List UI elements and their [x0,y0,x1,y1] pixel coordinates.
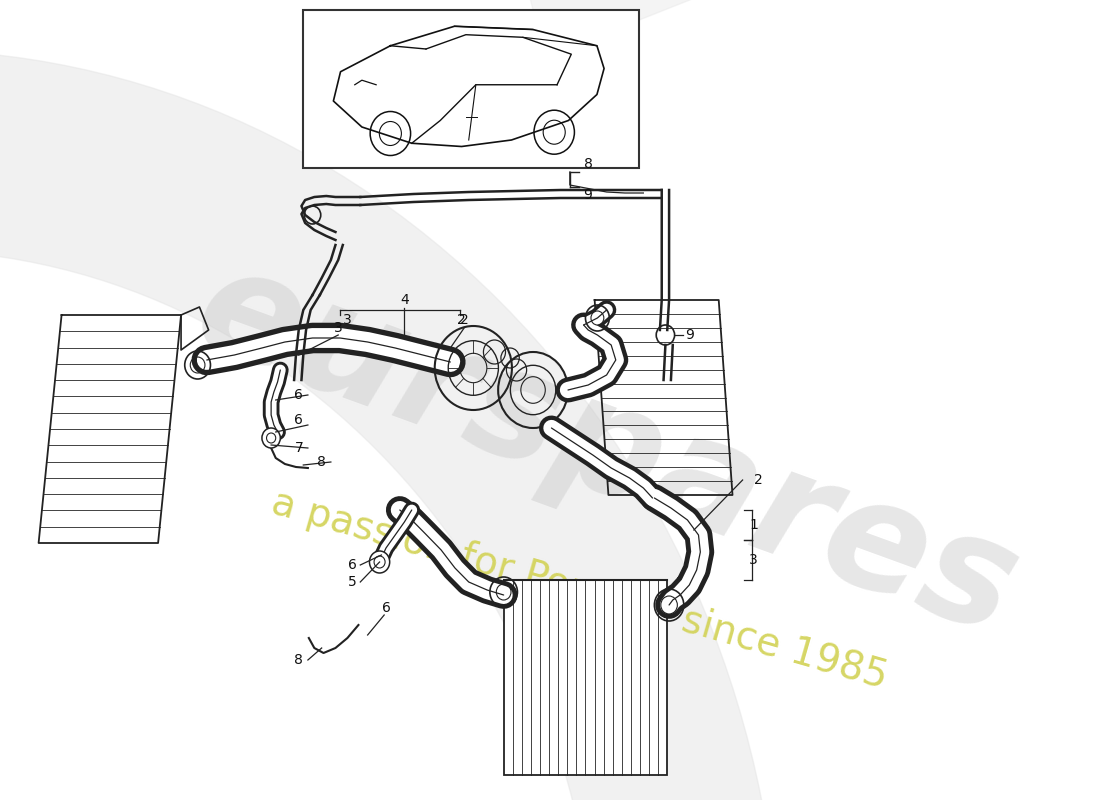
Circle shape [374,556,385,568]
Text: 6: 6 [295,388,304,402]
Text: eurspares: eurspares [177,233,1036,667]
Text: 7: 7 [295,441,304,455]
Text: 6: 6 [382,601,390,615]
Text: 5: 5 [348,575,356,589]
Text: 3: 3 [333,321,342,335]
Text: 8: 8 [318,455,327,469]
Text: 2: 2 [460,313,469,327]
Bar [504,580,668,775]
Text: 3: 3 [343,313,352,327]
Circle shape [266,433,276,443]
Polygon shape [506,0,1100,57]
Polygon shape [0,50,768,800]
Text: a passion for Porsche since 1985: a passion for Porsche since 1985 [266,484,891,696]
Text: 8: 8 [584,157,593,171]
Text: 1: 1 [749,518,758,532]
Text: 8: 8 [295,653,304,667]
Bar [304,10,639,168]
Text: 9: 9 [584,188,593,202]
Text: 2: 2 [456,313,465,327]
Text: 6: 6 [348,558,356,572]
Text: 2: 2 [754,473,762,487]
Circle shape [370,551,389,573]
Text: 6: 6 [295,413,304,427]
Text: 4: 4 [400,293,409,307]
Text: 9: 9 [684,328,694,342]
Circle shape [262,428,280,448]
Text: 3: 3 [749,553,758,567]
